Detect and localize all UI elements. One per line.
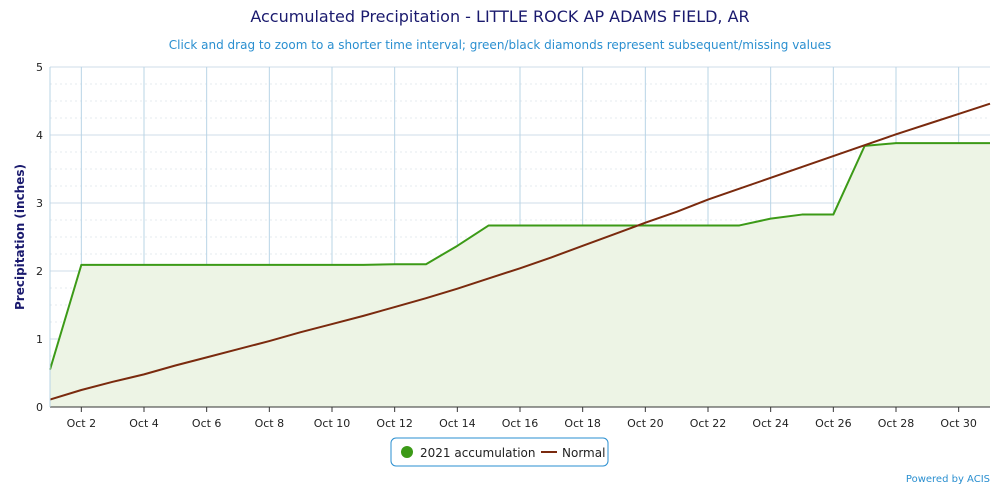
y-tick-label: 5 bbox=[36, 61, 43, 74]
x-tick-label: Oct 12 bbox=[376, 417, 413, 430]
normal-line bbox=[49, 102, 991, 401]
chart-subtitle: Click and drag to zoom to a shorter time… bbox=[169, 38, 831, 52]
y-tick-label: 2 bbox=[36, 265, 43, 278]
legend[interactable]: 2021 accumulation Normal bbox=[390, 437, 609, 467]
x-tick-label: Oct 8 bbox=[255, 417, 285, 430]
tick-labels: 0 1 2 3 4 5 Oct 2 Oct 4 Oct 6 Oct 8 Oct 10 Oct 12 Oc… bbox=[36, 61, 977, 430]
legend-label-normal: Normal bbox=[562, 446, 605, 460]
x-tick-label: Oct 4 bbox=[129, 417, 159, 430]
chart-title: Accumulated Precipitation - LITTLE ROCK … bbox=[250, 7, 749, 26]
chart-axes bbox=[49, 67, 990, 412]
legend-item-accumulation[interactable]: 2021 accumulation bbox=[401, 446, 535, 460]
x-tick-label: Oct 30 bbox=[940, 417, 977, 430]
legend-box bbox=[390, 437, 609, 467]
x-tick-label: Oct 10 bbox=[314, 417, 351, 430]
legend-item-normal[interactable]: Normal bbox=[541, 446, 605, 460]
accumulation-line bbox=[49, 142, 990, 370]
legend-marker-accumulation bbox=[401, 446, 413, 458]
x-tick-label: Oct 14 bbox=[439, 417, 476, 430]
x-tick-label: Oct 24 bbox=[752, 417, 789, 430]
x-tick-label: Oct 20 bbox=[627, 417, 664, 430]
y-tick-label: 3 bbox=[36, 197, 43, 210]
x-tick-label: Oct 6 bbox=[192, 417, 222, 430]
x-tick-label: Oct 28 bbox=[878, 417, 915, 430]
y-tick-label: 0 bbox=[36, 401, 43, 414]
y-tick-label: 1 bbox=[36, 333, 43, 346]
x-tick-label: Oct 16 bbox=[502, 417, 539, 430]
line-layer bbox=[49, 102, 991, 401]
x-tick-label: Oct 2 bbox=[67, 417, 97, 430]
accumulation-area bbox=[50, 143, 990, 407]
x-tick-label: Oct 18 bbox=[564, 417, 601, 430]
y-axis-label: Precipitation (inches) bbox=[13, 164, 27, 310]
credit-link[interactable]: Powered by ACIS bbox=[906, 474, 990, 485]
y-tick-label: 4 bbox=[36, 129, 43, 142]
legend-label-accumulation: 2021 accumulation bbox=[420, 446, 535, 460]
x-tick-label: Oct 22 bbox=[690, 417, 727, 430]
x-tick-label: Oct 26 bbox=[815, 417, 852, 430]
area-layer bbox=[50, 143, 990, 407]
